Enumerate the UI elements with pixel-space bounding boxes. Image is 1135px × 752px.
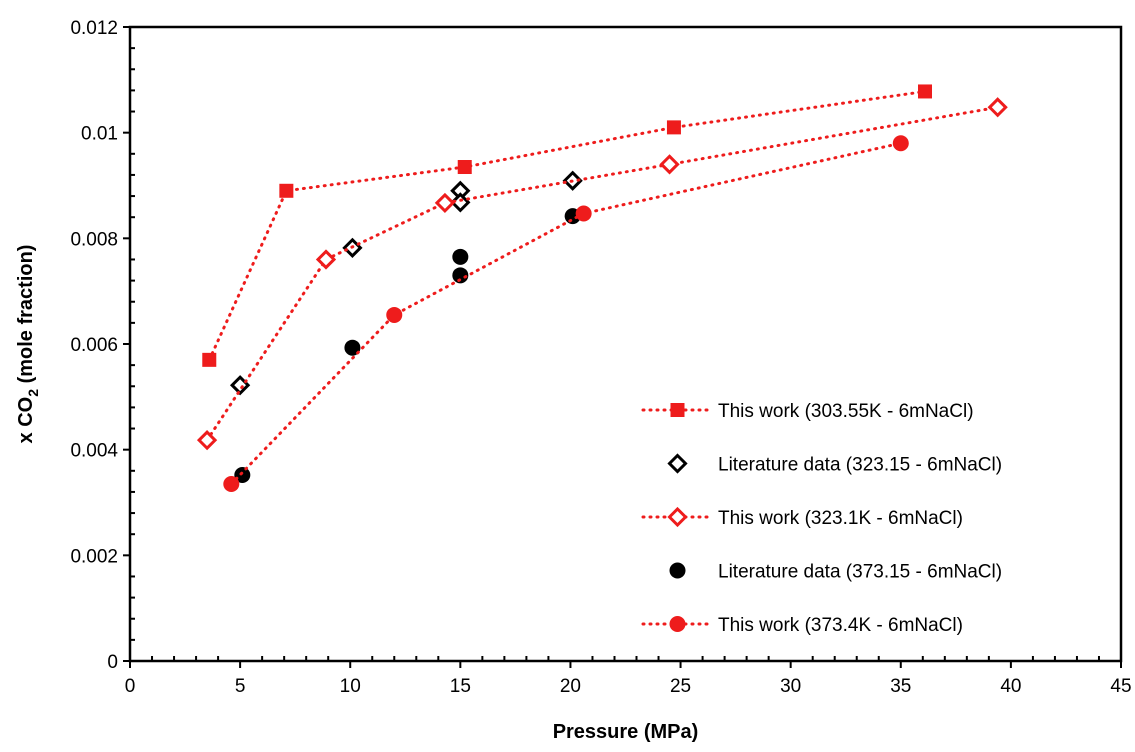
x-tick-label: 15 [450,676,471,697]
x-tick-label: 20 [560,676,581,697]
data-point [892,135,909,152]
data-point [575,205,592,222]
x-axis-title: Pressure (MPa) [553,721,699,743]
x-tick-label: 35 [890,676,911,697]
x-tick-label: 25 [670,676,691,697]
legend: This work (303.55K - 6mNaCl) Literature d… [641,401,1002,636]
x-tick-label: 0 [125,676,136,697]
series-layer [196,84,1008,493]
data-point [344,339,361,356]
data-point [315,249,337,270]
plot-area [128,25,1123,663]
y-axis-title-subscript: 2 [25,389,41,397]
x-tick-label: 10 [340,676,361,697]
y-tick-label: 0.01 [81,124,118,145]
x-tick-label: 40 [1000,676,1021,697]
y-tick-label: 0.008 [70,229,118,250]
legend-entry: Literature data (373.15 - 6mNaCl) [669,562,1002,583]
x-axis: 0 5 10 15 20 25 30 35 40 45 [125,656,1132,697]
data-point [659,154,680,175]
y-axis-title: x CO2 (mole fraction) [15,245,41,444]
data-point [450,192,471,213]
data-point [987,97,1008,118]
legend-label: Literature data (373.15 - 6mNaCl) [718,562,1002,583]
legend-marker [667,506,688,528]
data-point [457,160,472,175]
legend-label: Literature data (323.15 - 6mNaCl) [718,455,1002,476]
legend-label: This work (323.1K - 6mNaCl) [718,508,963,529]
series-line [205,105,1000,442]
data-point [234,467,251,484]
series-5 [223,135,909,493]
legend-marker [667,453,688,474]
data-point [666,120,681,135]
y-axis-title-main: x CO [15,397,37,444]
data-point [452,267,469,284]
y-tick-label: 0 [107,652,118,673]
legend-entry: This work (303.55K - 6mNaCl) [641,401,974,422]
legend-entry: This work (373.4K - 6mNaCl) [641,615,963,636]
y-tick-label: 0.006 [70,335,118,356]
x-tick-label: 30 [780,676,801,697]
legend-marker [669,562,686,579]
series-1 [202,84,933,367]
data-point [918,84,933,99]
legend-entry: Literature data (323.15 - 6mNaCl) [667,453,1002,476]
legend-entry: This work (323.1K - 6mNaCl) [641,506,963,529]
x-tick-label: 45 [1110,676,1131,697]
y-axis: 0 0.002 0.004 0.006 0.008 0.01 0.012 [70,18,135,673]
y-axis-title-rest: (mole fraction) [15,245,37,389]
data-point [452,248,469,265]
y-tick-label: 0.012 [70,18,118,39]
y-tick-label: 0.002 [70,546,118,567]
x-tick-label: 5 [235,676,246,697]
legend-marker [670,403,685,417]
data-point [279,183,294,198]
data-point [434,192,456,214]
data-point [386,306,403,323]
series-3 [196,97,1008,451]
data-point [202,352,217,367]
y-tick-label: 0.004 [70,441,118,462]
series-line [229,141,903,486]
legend-label: This work (303.55K - 6mNaCl) [718,401,974,422]
data-point [196,430,218,451]
legend-label: This work (373.4K - 6mNaCl) [718,615,963,636]
legend-marker [669,616,686,632]
data-point [223,476,240,493]
